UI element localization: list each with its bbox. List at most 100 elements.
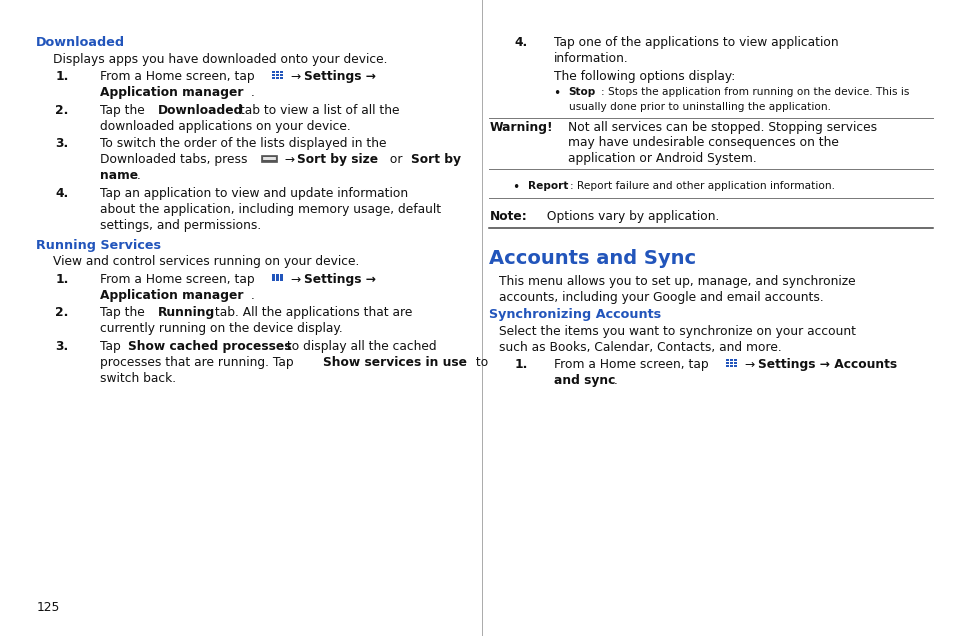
Bar bbox=[275, 71, 279, 73]
Bar bbox=[729, 364, 733, 367]
Bar bbox=[729, 359, 733, 361]
Text: The following options display:: The following options display: bbox=[554, 70, 735, 83]
Text: Tap the: Tap the bbox=[100, 104, 149, 117]
Bar bbox=[272, 277, 274, 279]
Text: From a Home screen, tap: From a Home screen, tap bbox=[100, 71, 254, 83]
Bar bbox=[272, 279, 274, 281]
FancyBboxPatch shape bbox=[261, 155, 277, 162]
Text: may have undesirable consequences on the: may have undesirable consequences on the bbox=[567, 136, 838, 149]
Text: Note:: Note: bbox=[489, 210, 527, 223]
Text: •: • bbox=[513, 181, 524, 193]
Text: From a Home screen, tap: From a Home screen, tap bbox=[554, 358, 708, 371]
Text: 125: 125 bbox=[36, 601, 60, 614]
Text: such as Books, Calendar, Contacts, and more.: such as Books, Calendar, Contacts, and m… bbox=[498, 340, 781, 354]
Text: Application manager: Application manager bbox=[100, 86, 243, 99]
Text: Application manager: Application manager bbox=[100, 289, 243, 301]
Text: Running Services: Running Services bbox=[36, 238, 161, 252]
Text: 4.: 4. bbox=[514, 36, 527, 49]
Bar bbox=[725, 362, 728, 364]
Text: Show cached processes: Show cached processes bbox=[128, 340, 291, 353]
Bar bbox=[272, 71, 274, 73]
Text: Settings →: Settings → bbox=[304, 71, 375, 83]
Text: 1.: 1. bbox=[55, 71, 69, 83]
Bar bbox=[275, 279, 279, 281]
Text: •: • bbox=[554, 87, 565, 100]
Bar bbox=[275, 273, 279, 276]
Text: →: → bbox=[744, 358, 759, 371]
Text: downloaded applications on your device.: downloaded applications on your device. bbox=[100, 120, 351, 133]
Bar bbox=[734, 359, 737, 361]
Text: 2.: 2. bbox=[55, 307, 69, 319]
Bar bbox=[280, 74, 283, 76]
Text: 1.: 1. bbox=[55, 273, 69, 286]
Bar bbox=[272, 77, 274, 79]
Text: 1.: 1. bbox=[514, 358, 527, 371]
Text: To switch the order of the lists displayed in the: To switch the order of the lists display… bbox=[100, 137, 386, 151]
Text: settings, and permissions.: settings, and permissions. bbox=[100, 219, 261, 232]
Text: currently running on the device display.: currently running on the device display. bbox=[100, 322, 342, 335]
Text: Show services in use: Show services in use bbox=[323, 356, 467, 369]
Text: Tap: Tap bbox=[100, 340, 125, 353]
Text: From a Home screen, tap: From a Home screen, tap bbox=[100, 273, 254, 286]
Text: about the application, including memory usage, default: about the application, including memory … bbox=[100, 203, 441, 216]
Bar bbox=[280, 277, 283, 279]
Text: to display all the cached: to display all the cached bbox=[283, 340, 436, 353]
Text: switch back.: switch back. bbox=[100, 371, 176, 385]
Text: tab to view a list of all the: tab to view a list of all the bbox=[235, 104, 398, 117]
Text: 3.: 3. bbox=[55, 340, 69, 353]
Text: or: or bbox=[386, 153, 406, 167]
Text: Sort by size: Sort by size bbox=[296, 153, 377, 167]
Text: Settings →: Settings → bbox=[304, 273, 375, 286]
Text: .: . bbox=[613, 374, 617, 387]
Text: This menu allows you to set up, manage, and synchronize: This menu allows you to set up, manage, … bbox=[498, 275, 855, 287]
Text: usually done prior to uninstalling the application.: usually done prior to uninstalling the a… bbox=[568, 102, 830, 112]
Text: Report: Report bbox=[527, 181, 567, 191]
Bar bbox=[729, 362, 733, 364]
Bar bbox=[272, 74, 274, 76]
Text: Options vary by application.: Options vary by application. bbox=[542, 210, 719, 223]
Text: : Report failure and other application information.: : Report failure and other application i… bbox=[570, 181, 835, 191]
Text: 2.: 2. bbox=[55, 104, 69, 117]
Text: View and control services running on your device.: View and control services running on you… bbox=[53, 255, 359, 268]
Text: tab. All the applications that are: tab. All the applications that are bbox=[211, 307, 412, 319]
Bar bbox=[280, 279, 283, 281]
Bar bbox=[280, 273, 283, 276]
Text: →: → bbox=[291, 71, 305, 83]
Text: accounts, including your Google and email accounts.: accounts, including your Google and emai… bbox=[498, 291, 822, 303]
Text: Tap an application to view and update information: Tap an application to view and update in… bbox=[100, 187, 408, 200]
Text: Downloaded: Downloaded bbox=[36, 36, 125, 49]
Text: Not all services can be stopped. Stopping services: Not all services can be stopped. Stoppin… bbox=[567, 120, 876, 134]
Bar bbox=[272, 273, 274, 276]
Text: Select the items you want to synchronize on your account: Select the items you want to synchronize… bbox=[498, 324, 855, 338]
Text: Accounts and Sync: Accounts and Sync bbox=[489, 249, 696, 268]
Bar bbox=[734, 364, 737, 367]
Text: name: name bbox=[100, 169, 138, 182]
Text: Stop: Stop bbox=[568, 87, 596, 97]
Text: .: . bbox=[251, 289, 254, 301]
Text: .: . bbox=[136, 169, 140, 182]
Text: information.: information. bbox=[554, 52, 628, 65]
Bar bbox=[280, 71, 283, 73]
Bar bbox=[725, 364, 728, 367]
Text: 3.: 3. bbox=[55, 137, 69, 151]
Text: and sync: and sync bbox=[554, 374, 615, 387]
Bar bbox=[275, 74, 279, 76]
Bar bbox=[725, 359, 728, 361]
Text: application or Android System.: application or Android System. bbox=[567, 152, 756, 165]
Text: .: . bbox=[251, 86, 254, 99]
Bar bbox=[734, 362, 737, 364]
Text: Tap the: Tap the bbox=[100, 307, 149, 319]
Bar bbox=[280, 77, 283, 79]
Text: Sort by: Sort by bbox=[411, 153, 460, 167]
Text: Displays apps you have downloaded onto your device.: Displays apps you have downloaded onto y… bbox=[53, 53, 388, 66]
Text: Tap one of the applications to view application: Tap one of the applications to view appl… bbox=[554, 36, 838, 49]
Bar bbox=[275, 77, 279, 79]
Bar bbox=[275, 277, 279, 279]
Text: Synchronizing Accounts: Synchronizing Accounts bbox=[489, 308, 660, 321]
Text: Warning!: Warning! bbox=[489, 120, 553, 134]
Text: Downloaded: Downloaded bbox=[157, 104, 242, 117]
Text: : Stops the application from running on the device. This is: : Stops the application from running on … bbox=[600, 87, 908, 97]
Text: processes that are running. Tap: processes that are running. Tap bbox=[100, 356, 297, 369]
Text: to: to bbox=[472, 356, 488, 369]
Text: Downloaded tabs, press: Downloaded tabs, press bbox=[100, 153, 252, 167]
